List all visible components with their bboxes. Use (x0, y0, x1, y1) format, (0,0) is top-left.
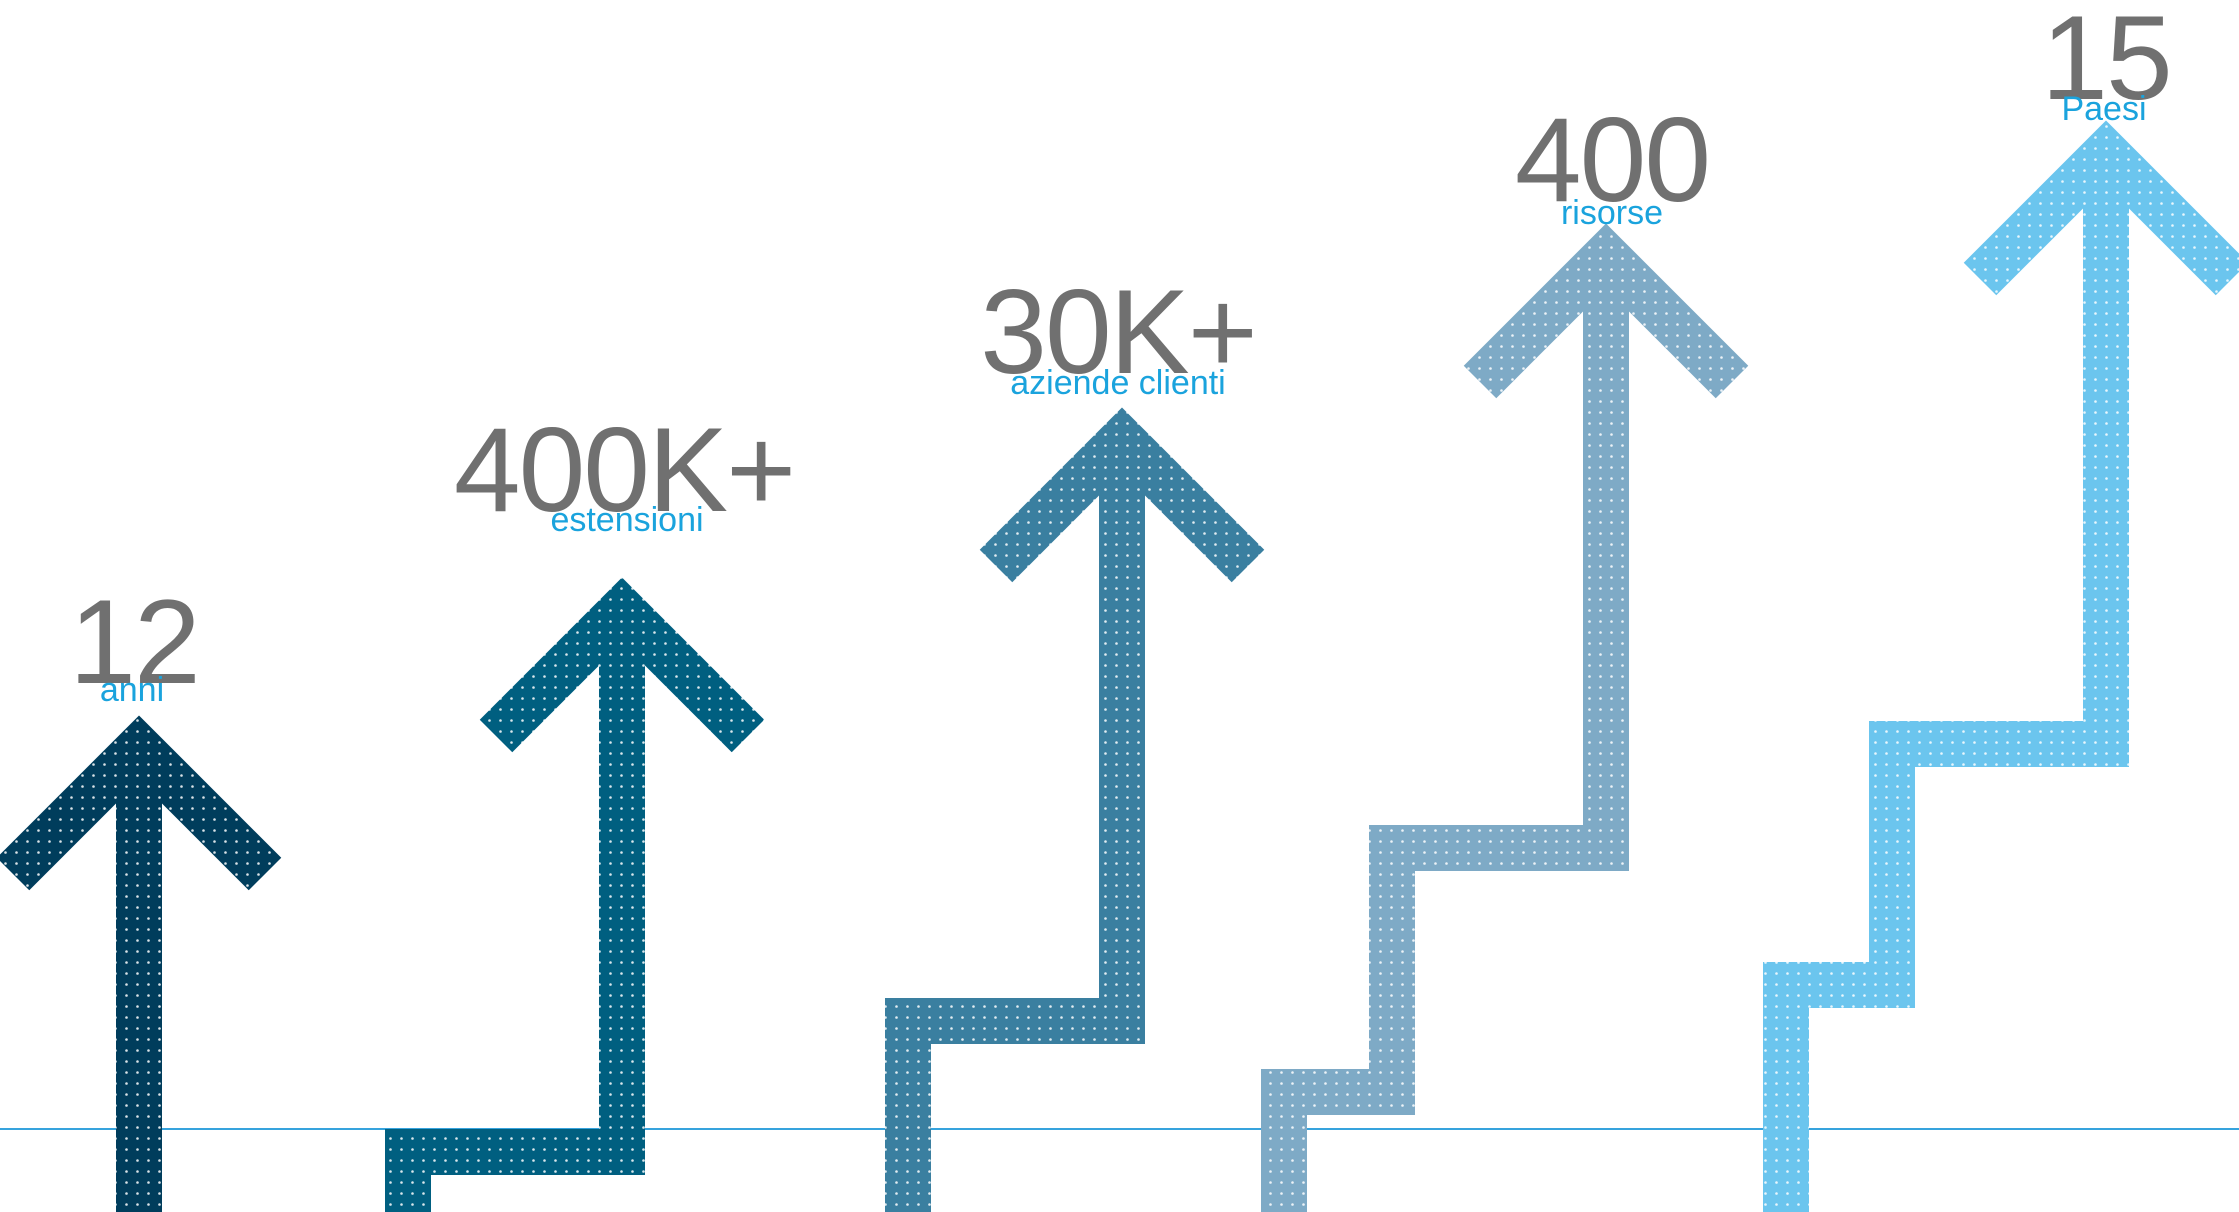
stat-value-clients: 30K+ (980, 265, 1258, 399)
stat-label-countries: Paesi (2061, 90, 2147, 128)
stat-value-extensions: 400K+ (453, 403, 796, 537)
arrow-years (0, 715, 282, 1212)
stat-value-years: 12 (69, 575, 200, 709)
stat-value-countries: 15 (2041, 0, 2172, 125)
stat-label-clients: aziende clienti (1010, 364, 1226, 402)
stat-label-extensions: estensioni (550, 501, 704, 539)
stat-value-resources: 400 (1514, 93, 1711, 227)
arrow-shaft-clients (885, 452, 1145, 1212)
arrow-head-extensions (479, 577, 765, 753)
arrow-shaft-countries (1763, 165, 2129, 1212)
arrow-countries (1763, 120, 2239, 1212)
arrow-shaft-resources (1261, 268, 1629, 1212)
arrow-head-resources (1463, 223, 1749, 399)
arrow-clients (885, 407, 1265, 1212)
arrow-shaft-extensions (385, 622, 645, 1212)
arrow-resources (1261, 223, 1749, 1212)
arrow-head-countries (1963, 120, 2239, 296)
stat-label-years: anni (99, 671, 165, 709)
arrow-head-years (0, 715, 282, 891)
arrow-head-clients (979, 407, 1265, 583)
stat-label-resources: risorse (1560, 194, 1664, 232)
arrow-extensions (385, 577, 765, 1212)
